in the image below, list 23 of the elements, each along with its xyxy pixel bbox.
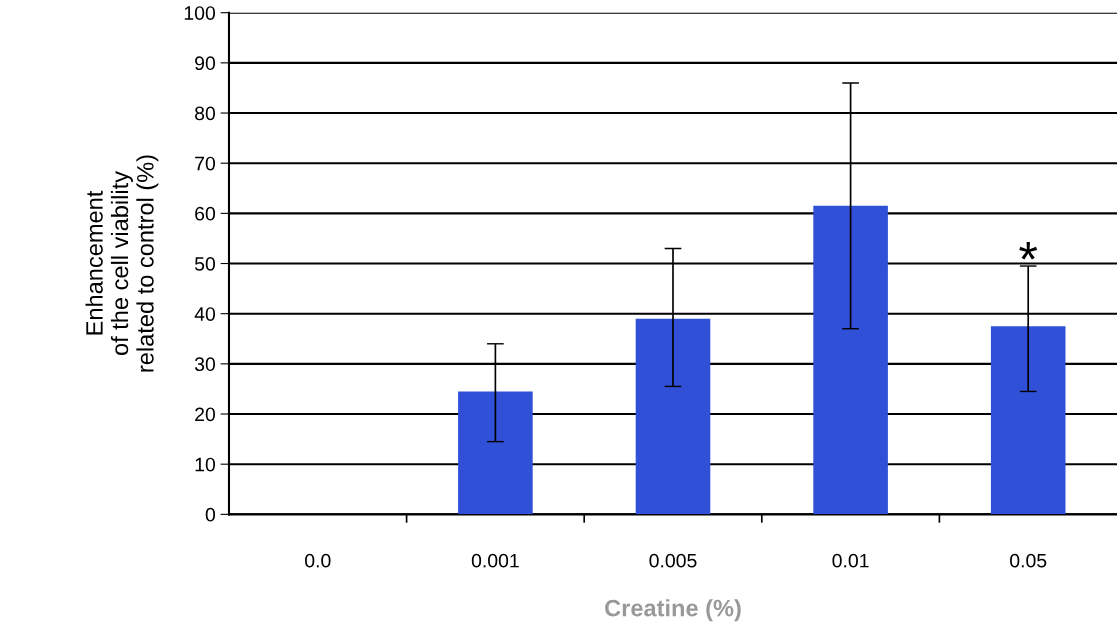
y-tick-label: 30	[194, 357, 216, 372]
y-tick-label: 100	[184, 6, 216, 20]
x-tick-label: 0.001	[471, 553, 519, 568]
y-tick-label: 10	[195, 457, 216, 472]
bar	[635, 318, 711, 515]
y-tick-label: 40	[194, 307, 216, 321]
bar	[990, 326, 1066, 515]
y-tick-label: 80	[195, 106, 216, 121]
y-axis-title: Enhancement of the cell viability related to control (%)	[85, 155, 159, 372]
bar	[458, 391, 533, 515]
x-axis-title: Creatine (%)	[605, 599, 741, 622]
x-tick-label: 0.01	[832, 553, 869, 568]
bar	[813, 205, 888, 515]
y-tick-label: 0	[205, 507, 216, 522]
x-tick-label: 0.05	[1010, 553, 1047, 568]
y-tick-label: 90	[195, 56, 216, 71]
x-tick-label: 0.0	[305, 553, 331, 568]
y-tick-label: 70	[195, 156, 216, 171]
y-tick-label: 20	[195, 407, 216, 422]
annotation: *	[1019, 242, 1038, 260]
x-tick-label: 0.005	[649, 553, 697, 568]
y-tick-label: 60	[195, 206, 216, 221]
y-tick-label: 50	[194, 256, 216, 271]
